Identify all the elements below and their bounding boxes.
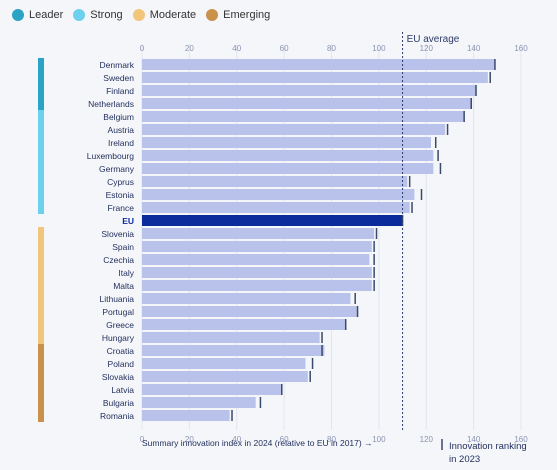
bar bbox=[142, 85, 476, 96]
bar bbox=[142, 254, 370, 265]
x-tick-label-bottom: 120 bbox=[420, 435, 434, 444]
bar bbox=[142, 384, 282, 395]
bar bbox=[142, 410, 230, 421]
category-label: Latvia bbox=[111, 385, 134, 395]
legend-dot-icon bbox=[73, 9, 86, 21]
category-label: Netherlands bbox=[88, 99, 134, 109]
x-tick-label-top: 160 bbox=[514, 44, 528, 53]
legend-item-moderate: Moderate bbox=[132, 9, 197, 21]
legend-item-emerging: Emerging bbox=[206, 9, 270, 21]
category-label: Croatia bbox=[107, 346, 135, 356]
bar bbox=[142, 345, 325, 356]
legend-label: Emerging bbox=[223, 9, 271, 21]
x-tick-label-bottom: 160 bbox=[514, 435, 528, 444]
category-label: Germany bbox=[99, 164, 135, 174]
group-bar-emerging bbox=[38, 344, 44, 422]
category-label: Greece bbox=[106, 320, 134, 330]
category-label: Denmark bbox=[100, 60, 135, 70]
x-tick-label-top: 100 bbox=[372, 44, 386, 53]
bar bbox=[142, 228, 375, 239]
group-bar-moderate bbox=[38, 227, 44, 344]
bar bbox=[142, 358, 306, 369]
category-label: Portugal bbox=[102, 307, 134, 317]
bar bbox=[142, 111, 465, 122]
bar bbox=[142, 176, 408, 187]
category-label: Hungary bbox=[102, 333, 135, 343]
bar bbox=[142, 72, 488, 83]
category-label: Italy bbox=[118, 268, 134, 278]
x-tick-label-top: 120 bbox=[420, 44, 434, 53]
bar bbox=[142, 202, 410, 213]
category-label: Cyprus bbox=[107, 177, 134, 187]
legend: Leader Strong Moderate Emerging bbox=[12, 9, 270, 21]
group-bar-strong bbox=[38, 110, 44, 214]
category-label: Austria bbox=[108, 125, 135, 135]
x-tick-label-top: 0 bbox=[140, 44, 145, 53]
category-label: Czechia bbox=[103, 255, 134, 265]
bar bbox=[142, 306, 358, 317]
category-label: EU bbox=[122, 216, 134, 226]
eu-average-label: EU average bbox=[407, 34, 460, 45]
legend-label: Moderate bbox=[149, 9, 197, 21]
category-label: Slovenia bbox=[101, 229, 134, 239]
category-label: Malta bbox=[113, 281, 134, 291]
x-tick-label-top: 80 bbox=[327, 44, 336, 53]
bar bbox=[142, 98, 472, 109]
bar bbox=[142, 332, 320, 343]
legend-item-leader: Leader bbox=[12, 9, 63, 21]
legend-label: Strong bbox=[90, 9, 123, 21]
category-label: Luxembourg bbox=[87, 151, 135, 161]
x-tick-label-bottom: 100 bbox=[372, 435, 386, 444]
marker-legend-label: in 2023 bbox=[449, 454, 480, 465]
bar bbox=[142, 319, 346, 330]
category-label: Ireland bbox=[108, 138, 134, 148]
marker-legend-label: Innovation ranking bbox=[449, 441, 527, 452]
bar bbox=[142, 267, 372, 278]
category-label: Lithuania bbox=[99, 294, 134, 304]
legend-dot-icon bbox=[12, 9, 24, 21]
x-tick-label-bottom: 140 bbox=[467, 435, 481, 444]
category-label: Estonia bbox=[106, 190, 135, 200]
bar bbox=[142, 215, 403, 226]
x-tick-label-bottom: 0 bbox=[140, 435, 145, 444]
bar bbox=[142, 280, 372, 291]
legend-dot-icon bbox=[132, 9, 145, 21]
x-tick-label-top: 20 bbox=[185, 44, 194, 53]
category-label: Poland bbox=[108, 359, 135, 369]
bar bbox=[142, 124, 446, 135]
bar bbox=[142, 241, 372, 252]
bar bbox=[142, 150, 434, 161]
legend-label: Leader bbox=[29, 9, 64, 21]
bar bbox=[142, 397, 256, 408]
category-label: Romania bbox=[100, 411, 134, 421]
group-bar-leader bbox=[38, 58, 44, 110]
x-tick-label-bottom: 80 bbox=[327, 435, 336, 444]
x-tick-label-top: 140 bbox=[467, 44, 481, 53]
x-axis-label: Summary innovation index in 2024 (relati… bbox=[142, 438, 373, 448]
category-label: Sweden bbox=[103, 73, 134, 83]
bar bbox=[142, 189, 415, 200]
x-tick-label-top: 40 bbox=[232, 44, 241, 53]
bar bbox=[142, 59, 495, 70]
legend-dot-icon bbox=[206, 9, 219, 21]
bar bbox=[142, 137, 431, 148]
category-label: Finland bbox=[106, 86, 134, 96]
category-label: Belgium bbox=[103, 112, 134, 122]
x-tick-label-bottom: 40 bbox=[232, 435, 241, 444]
bar bbox=[142, 163, 434, 174]
category-label: Slovakia bbox=[102, 372, 134, 382]
x-tick-label-bottom: 20 bbox=[185, 435, 194, 444]
bar bbox=[142, 293, 351, 304]
category-label: Spain bbox=[112, 242, 134, 252]
x-tick-label-bottom: 60 bbox=[280, 435, 289, 444]
category-label: Bulgaria bbox=[103, 398, 134, 408]
bar bbox=[142, 371, 308, 382]
x-tick-label-top: 60 bbox=[280, 44, 289, 53]
category-label: France bbox=[108, 203, 135, 213]
legend-item-strong: Strong bbox=[73, 9, 123, 21]
